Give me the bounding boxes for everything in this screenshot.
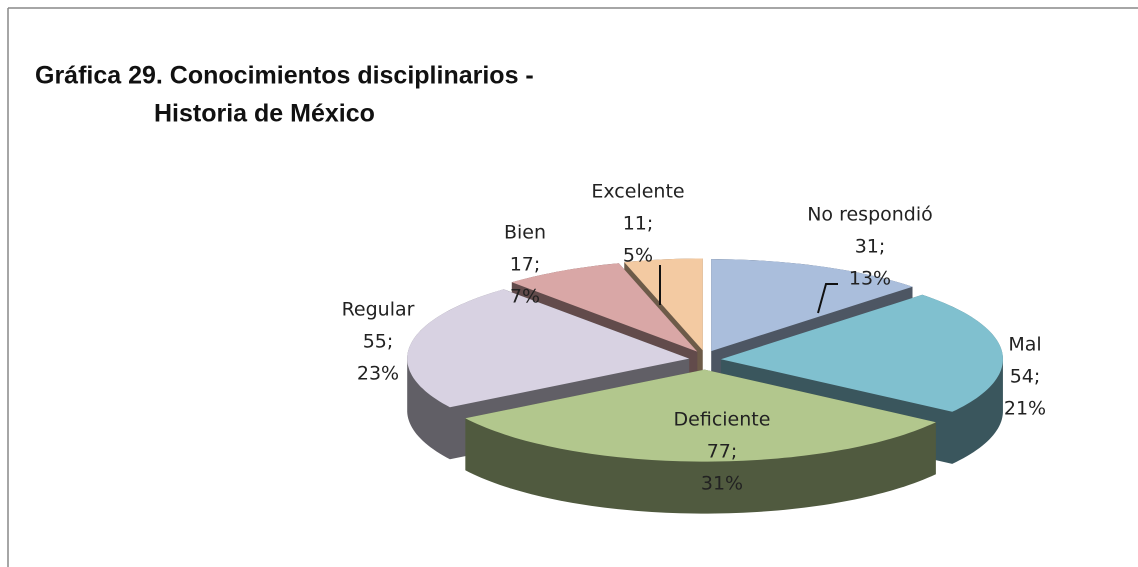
data-label-name: Excelente [591,181,684,203]
leader-line [817,283,838,314]
data-label-percent: 21% [1004,398,1046,420]
data-label-percent: 7% [510,286,540,308]
data-label-percent: 31% [701,473,743,495]
slice [407,289,690,408]
data-label-value: 77; [707,441,738,463]
data-label-name: Regular [342,299,415,321]
pie [407,258,1003,514]
data-label-percent: 23% [357,363,399,385]
chart-title-line2: Historia de México [154,100,375,128]
data-label-value: 55; [363,331,394,353]
data-label-value: 11; [623,213,654,235]
slice [711,259,913,352]
data-label-value: 17; [510,254,541,276]
data-label-name: No respondió [807,204,933,226]
data-label-name: Mal [1008,334,1041,356]
slice [511,263,698,352]
chart-title: Gráfica 29. Conocimientos disciplinarios… [35,62,534,90]
data-label-value: 31; [855,236,886,258]
slice [465,369,936,462]
data-label-value: 54; [1010,366,1041,388]
data-label-name: Deficiente [674,409,771,431]
slice [624,258,703,351]
data-label-name: Bien [504,222,546,244]
data-label-percent: 5% [623,245,653,267]
data-label-percent: 13% [849,268,891,290]
slice [720,294,1003,412]
